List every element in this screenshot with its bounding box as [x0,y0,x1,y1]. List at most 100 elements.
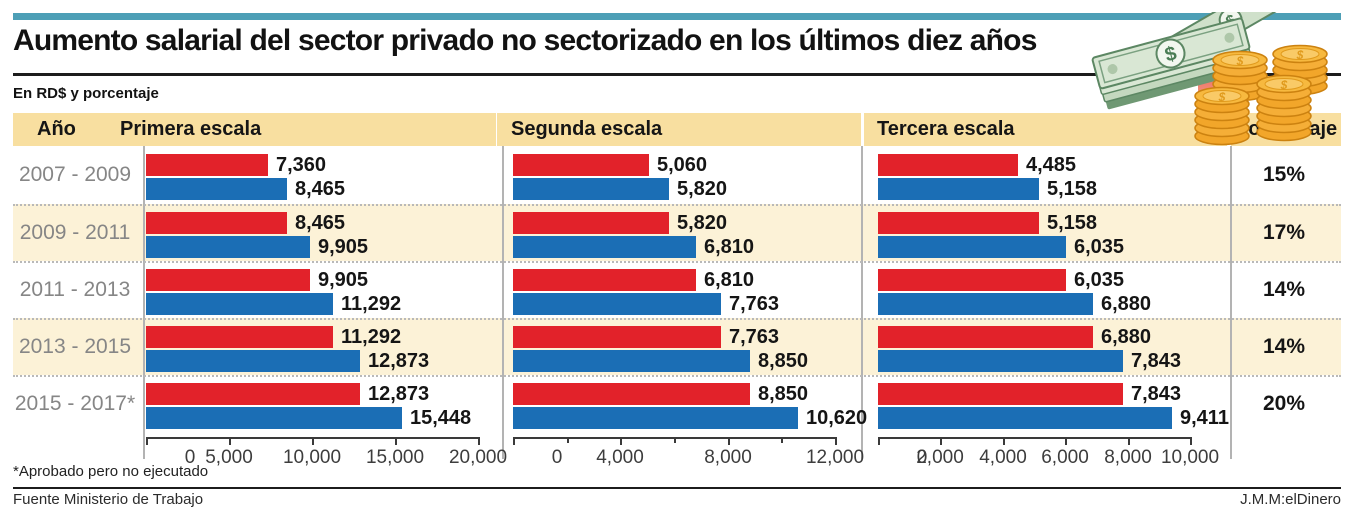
bar-red [146,154,268,176]
page-title: Aumento salarial del sector privado no s… [13,24,1037,57]
year-label: 2007 - 2009 [18,162,132,186]
bar-blue [878,178,1039,200]
column-header-segunda-label: Segunda escala [511,118,663,140]
bar-blue [878,407,1172,429]
column-separator [1230,146,1232,459]
x-axis-tick [312,437,314,445]
title-rule [13,73,1341,76]
bar-red [513,212,669,234]
bar-value-label: 6,880 [1101,293,1152,315]
x-axis-tick-label: 2,000 [916,447,964,468]
year-label: 2009 - 2011 [19,220,131,244]
x-axis-tick [1065,437,1067,445]
x-axis-tick [229,437,231,445]
bar-red [878,212,1039,234]
column-separator [861,146,863,459]
x-axis-tick-label: 8,000 [704,447,752,468]
x-axis-tick-label: 0 [184,447,196,468]
bar-red [513,326,721,348]
bar-blue [878,293,1093,315]
bar-blue [513,178,669,200]
percent-value: 14% [1262,277,1306,301]
x-axis-tick-label: 8,000 [1104,447,1152,468]
bar-value-label: 7,763 [729,293,780,315]
source-credit: Fuente Ministerio de Trabajo [13,491,204,507]
bar-value-label: 8,465 [295,212,346,234]
bar-red [146,383,360,405]
x-axis-minor-tick [567,437,569,443]
bar-blue [878,236,1066,258]
bar-value-label: 7,763 [729,326,780,348]
bar-value-label: 10,620 [806,407,868,429]
bar-blue [878,350,1123,372]
percent-value: 17% [1262,220,1306,244]
column-header-year-label: Año [37,118,76,140]
footnote: *Aprobado pero no ejecutado [13,463,209,480]
bar-blue [146,178,287,200]
percent-value: 15% [1262,162,1306,186]
svg-text:$: $ [1296,48,1304,62]
x-axis-line [878,437,1192,439]
x-axis-tick [1190,437,1192,445]
bar-blue [146,236,310,258]
bar-red [878,269,1066,291]
x-axis-minor-tick [781,437,783,443]
year-label: 2015 - 2017* [14,391,136,415]
column-header-primera-label: Primera escala [120,118,262,140]
bar-red [513,269,696,291]
x-axis-tick-label: 10,000 [282,447,342,468]
x-axis-tick [940,437,942,445]
x-axis-tick [1128,437,1130,445]
column-header-tercera-label: Tercera escala [877,118,1015,140]
year-label: 2013 - 2015 [18,334,132,358]
percent-value: 20% [1262,391,1306,415]
row-separator [13,204,1341,206]
bar-red [513,154,649,176]
row-separator [13,375,1341,377]
bar-value-label: 6,035 [1074,269,1125,291]
x-axis-tick-label: 12,000 [805,447,865,468]
bar-value-label: 8,850 [758,383,809,405]
bar-value-label: 5,158 [1047,212,1098,234]
bar-value-label: 9,905 [318,236,369,258]
row-separator [13,261,1341,263]
x-axis-tick [1003,437,1005,445]
bar-blue [513,350,750,372]
bar-red [878,154,1018,176]
author-credit: J.M.M:elDinero [1240,491,1341,507]
bar-blue [146,293,333,315]
bar-value-label: 6,810 [704,269,755,291]
column-header-primera: Primera escala [107,113,496,146]
bar-red [146,269,310,291]
bar-red [146,212,287,234]
bar-value-label: 6,880 [1101,326,1152,348]
x-axis-tick-label: 0 [551,447,563,468]
svg-text:$: $ [1218,90,1226,104]
column-separator [502,146,504,459]
bar-value-label: 5,820 [677,212,728,234]
column-header-tercera: Tercera escala [864,113,1227,146]
bar-blue [146,407,402,429]
x-axis-tick-label: 4,000 [596,447,644,468]
bar-blue [513,293,721,315]
x-axis-tick [478,437,480,445]
bar-value-label: 15,448 [410,407,472,429]
bar-blue [146,350,360,372]
svg-text:$: $ [1236,54,1244,68]
x-axis-tick-label: 20,000 [448,447,508,468]
bar-value-label: 5,158 [1047,178,1098,200]
x-axis-minor-tick [674,437,676,443]
top-accent-bar [13,13,1341,20]
footer-rule [13,487,1341,489]
bar-value-label: 9,905 [318,269,369,291]
percent-value: 14% [1262,334,1306,358]
bar-value-label: 11,292 [341,326,402,348]
bar-value-label: 4,485 [1026,154,1077,176]
column-header-segunda: Segunda escala [497,113,861,146]
bar-value-label: 7,843 [1131,383,1182,405]
units-subtitle: En RD$ y porcentaje [13,85,159,102]
x-axis-tick [878,437,880,445]
column-separator [143,146,145,459]
year-label: 2011 - 2013 [19,277,131,301]
